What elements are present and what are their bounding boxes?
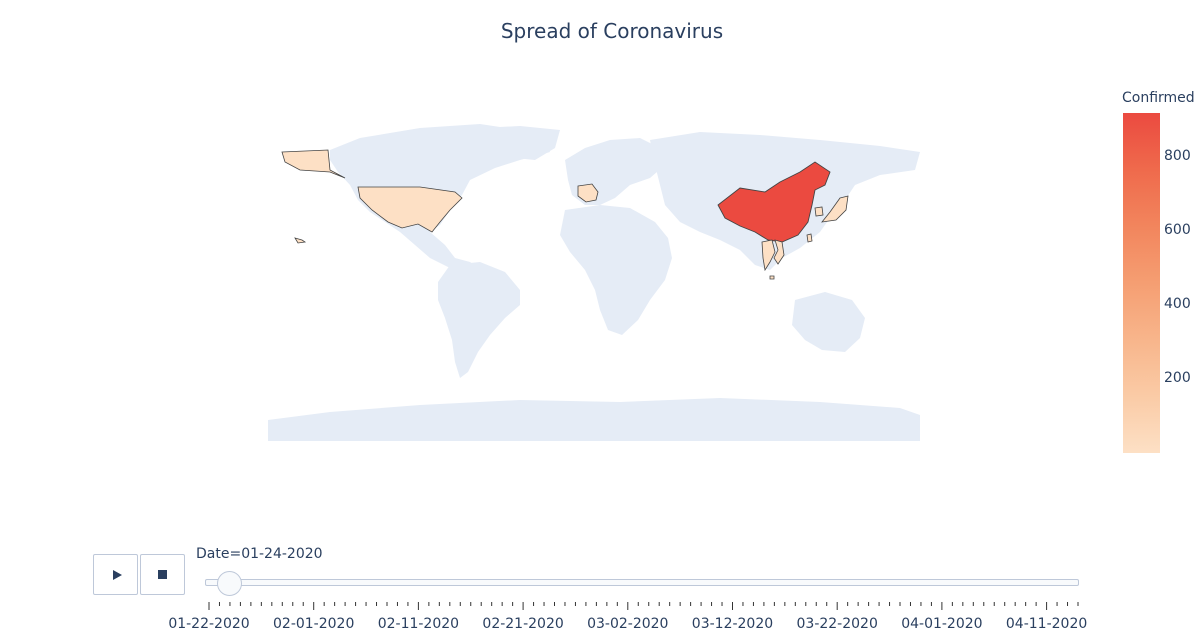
country-thailand[interactable] xyxy=(761,239,776,272)
slider-tick-label: 02-01-2020 xyxy=(273,616,355,632)
play-icon xyxy=(112,569,122,580)
country-us-alaska[interactable] xyxy=(281,149,346,179)
colorbar-tick-label: 800 xyxy=(1164,148,1191,165)
land-greenland xyxy=(480,126,560,160)
country-china[interactable] xyxy=(717,161,831,243)
country-us-hawaii[interactable] xyxy=(294,237,307,244)
slider-tick-label: 01-22-2020 xyxy=(168,616,250,632)
country-japan[interactable] xyxy=(821,195,849,223)
slider-tick-label: 02-21-2020 xyxy=(482,616,564,632)
slider-tick-label: 02-11-2020 xyxy=(377,616,460,632)
play-button[interactable] xyxy=(93,554,138,595)
slider-tick-label: 03-02-2020 xyxy=(587,616,669,632)
country-france[interactable] xyxy=(577,183,599,203)
slider-tick-label: 03-22-2020 xyxy=(796,616,878,632)
chart-title: Spread of Coronavirus xyxy=(500,19,724,43)
colorbar xyxy=(1123,113,1160,453)
colorbar-tick-label: 600 xyxy=(1164,222,1191,239)
slider-current-value: Date=01-24-2020 xyxy=(196,546,323,562)
slider-tick-label: 04-01-2020 xyxy=(901,616,983,632)
country-south-korea[interactable] xyxy=(814,206,824,217)
colorbar-gradient xyxy=(1123,113,1160,453)
countries-layer xyxy=(281,149,849,280)
land-australia xyxy=(792,292,865,352)
slider-tick-label: 03-12-2020 xyxy=(691,616,774,632)
land-africa xyxy=(560,205,672,335)
slider-rail[interactable] xyxy=(205,579,1079,586)
land-south-america xyxy=(438,262,520,378)
stop-icon xyxy=(158,570,167,579)
stop-button[interactable] xyxy=(140,554,185,595)
country-us[interactable] xyxy=(357,186,463,233)
country-vietnam[interactable] xyxy=(773,239,785,265)
slider-tick-label: 04-11-2020 xyxy=(1005,616,1088,632)
colorbar-tick-label: 400 xyxy=(1164,296,1191,313)
country-taiwan[interactable] xyxy=(806,233,813,243)
colorbar-tick-label: 200 xyxy=(1164,370,1191,387)
colorbar-title: Confirmed xyxy=(1122,90,1195,106)
land-antarctica xyxy=(268,398,920,441)
slider-handle[interactable] xyxy=(217,571,243,596)
country-singapore[interactable] xyxy=(769,275,775,280)
land-masses xyxy=(268,124,920,441)
slider-ticks xyxy=(208,602,1079,610)
